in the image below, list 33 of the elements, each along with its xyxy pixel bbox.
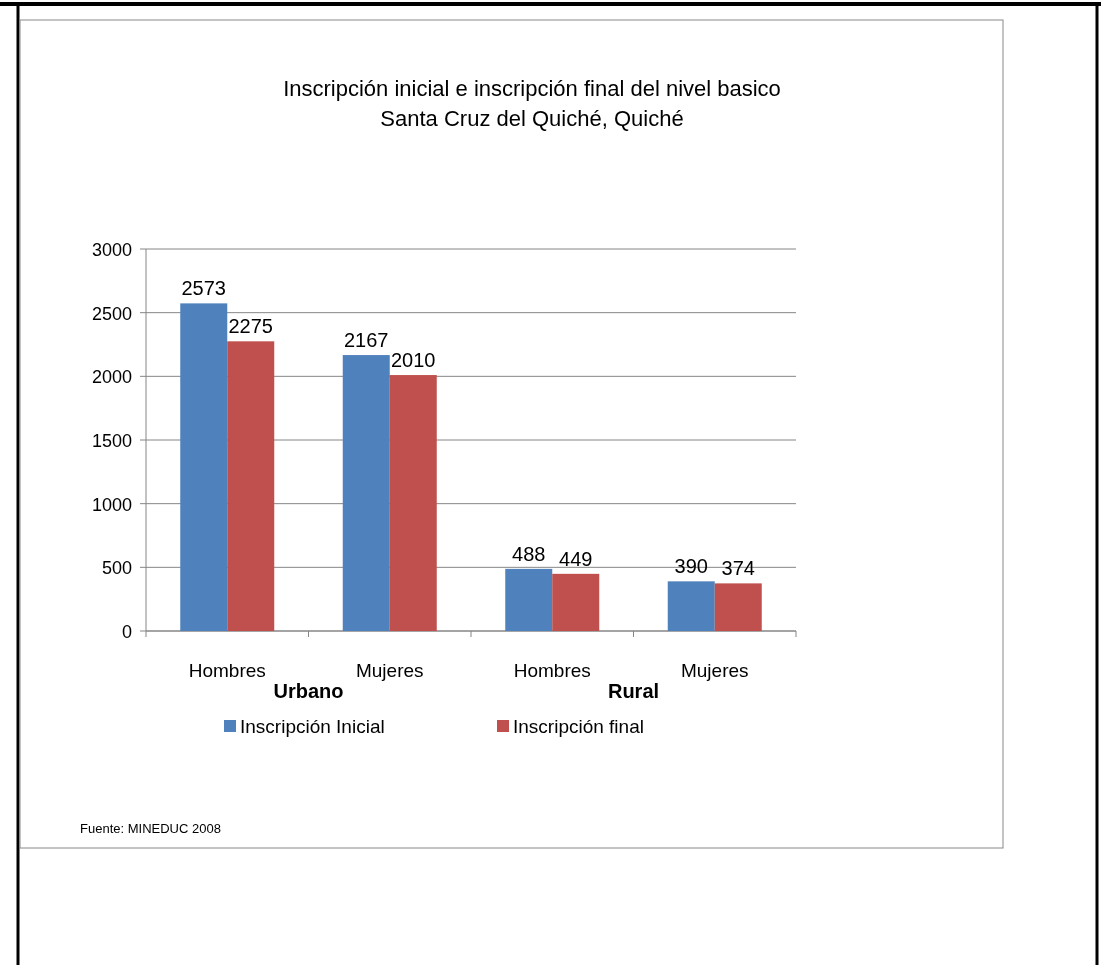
data-label: 390 xyxy=(674,555,708,578)
bar xyxy=(227,341,275,631)
y-tick-label: 3000 xyxy=(91,240,132,260)
data-label: 449 xyxy=(559,547,593,570)
bar xyxy=(342,355,390,631)
y-tick-label: 500 xyxy=(101,558,132,579)
y-tick-label: 1500 xyxy=(91,431,132,451)
x-tick-label: Hombres xyxy=(513,660,591,681)
data-label: 2275 xyxy=(228,315,273,338)
data-label: 374 xyxy=(721,557,755,580)
y-tick-label: 1000 xyxy=(91,494,132,515)
bar xyxy=(714,583,762,631)
text: Urbano xyxy=(273,680,344,702)
data-label: 2010 xyxy=(391,349,436,372)
bar xyxy=(389,375,437,631)
bar xyxy=(552,573,600,631)
x-tick-label: Hombres xyxy=(188,660,266,681)
y-tick-label: 2000 xyxy=(91,367,132,388)
data-label: 488 xyxy=(512,542,546,565)
x-tick-label: Mujeres xyxy=(680,660,749,681)
source-note: Fuente: MINEDUC 2008 xyxy=(80,821,221,836)
bar xyxy=(505,568,553,631)
data-label: 2167 xyxy=(344,329,389,352)
y-tick-label: 0 xyxy=(121,622,132,642)
legend-label: Inscripción Inicial xyxy=(240,716,385,737)
bar xyxy=(180,303,228,631)
chart-title: Inscripción inicial e inscripción final del nivel basico Santa Cruz del Quiché, Quiché xyxy=(283,76,781,131)
x-tick-label: Mujeres xyxy=(355,660,424,681)
data-label: 2573 xyxy=(181,277,226,300)
legend-label: Inscripción final xyxy=(513,716,644,737)
text: Rural xyxy=(607,680,660,702)
bar xyxy=(667,581,715,631)
y-tick-label: 2500 xyxy=(91,303,132,324)
